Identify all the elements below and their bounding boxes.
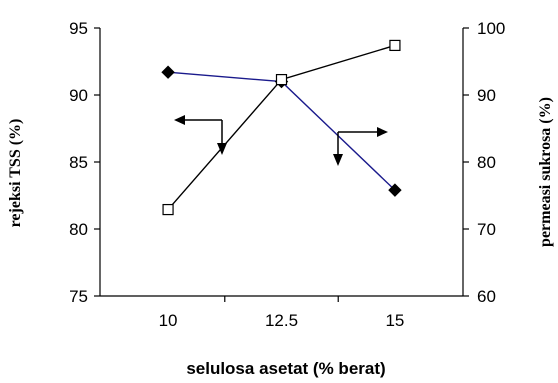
arrow-head <box>174 115 185 125</box>
left-axis-ticks: 75 80 85 90 95 <box>69 19 100 306</box>
x-tick-label: 12.5 <box>265 311 298 330</box>
series-1-point <box>388 183 402 197</box>
right-y-axis-title: permeasi sukrosa (%) <box>537 97 554 247</box>
left-tick-label: 90 <box>69 86 88 105</box>
series-2-point <box>162 203 174 216</box>
left-tick-label: 75 <box>69 287 88 306</box>
series-2-point <box>275 73 288 86</box>
right-tick-label: 100 <box>477 19 505 38</box>
series-lines <box>167 44 396 211</box>
left-axis-indicator-arrow <box>174 115 227 155</box>
right-axis-ticks: 60 70 80 90 100 <box>463 19 505 306</box>
series-1-line <box>168 71 396 191</box>
arrow-head <box>377 127 388 137</box>
x-tick-label: 15 <box>385 311 404 330</box>
arrow-head <box>217 143 227 155</box>
right-tick-label: 90 <box>477 86 496 105</box>
x-tick-label: 10 <box>159 311 178 330</box>
right-tick-label: 80 <box>477 153 496 172</box>
left-y-axis-title: rejeksi TSS (%) <box>7 119 24 228</box>
x-axis-title: selulosa asetat (% berat) <box>186 359 385 378</box>
right-tick-label: 70 <box>477 220 496 239</box>
arrow-head <box>333 154 343 166</box>
series-markers <box>161 39 402 216</box>
series-2-line <box>167 44 396 211</box>
plot-frame <box>99 28 464 297</box>
right-axis-indicator-arrow <box>333 127 388 166</box>
axis-indicator-arrows <box>174 115 388 166</box>
left-tick-label: 85 <box>69 153 88 172</box>
right-tick-label: 60 <box>477 287 496 306</box>
series-2-point <box>389 39 401 52</box>
x-axis-ticks: 10 12.5 15 <box>159 296 404 330</box>
left-tick-label: 95 <box>69 19 88 38</box>
series-1-point <box>161 65 175 79</box>
left-tick-label: 80 <box>69 220 88 239</box>
